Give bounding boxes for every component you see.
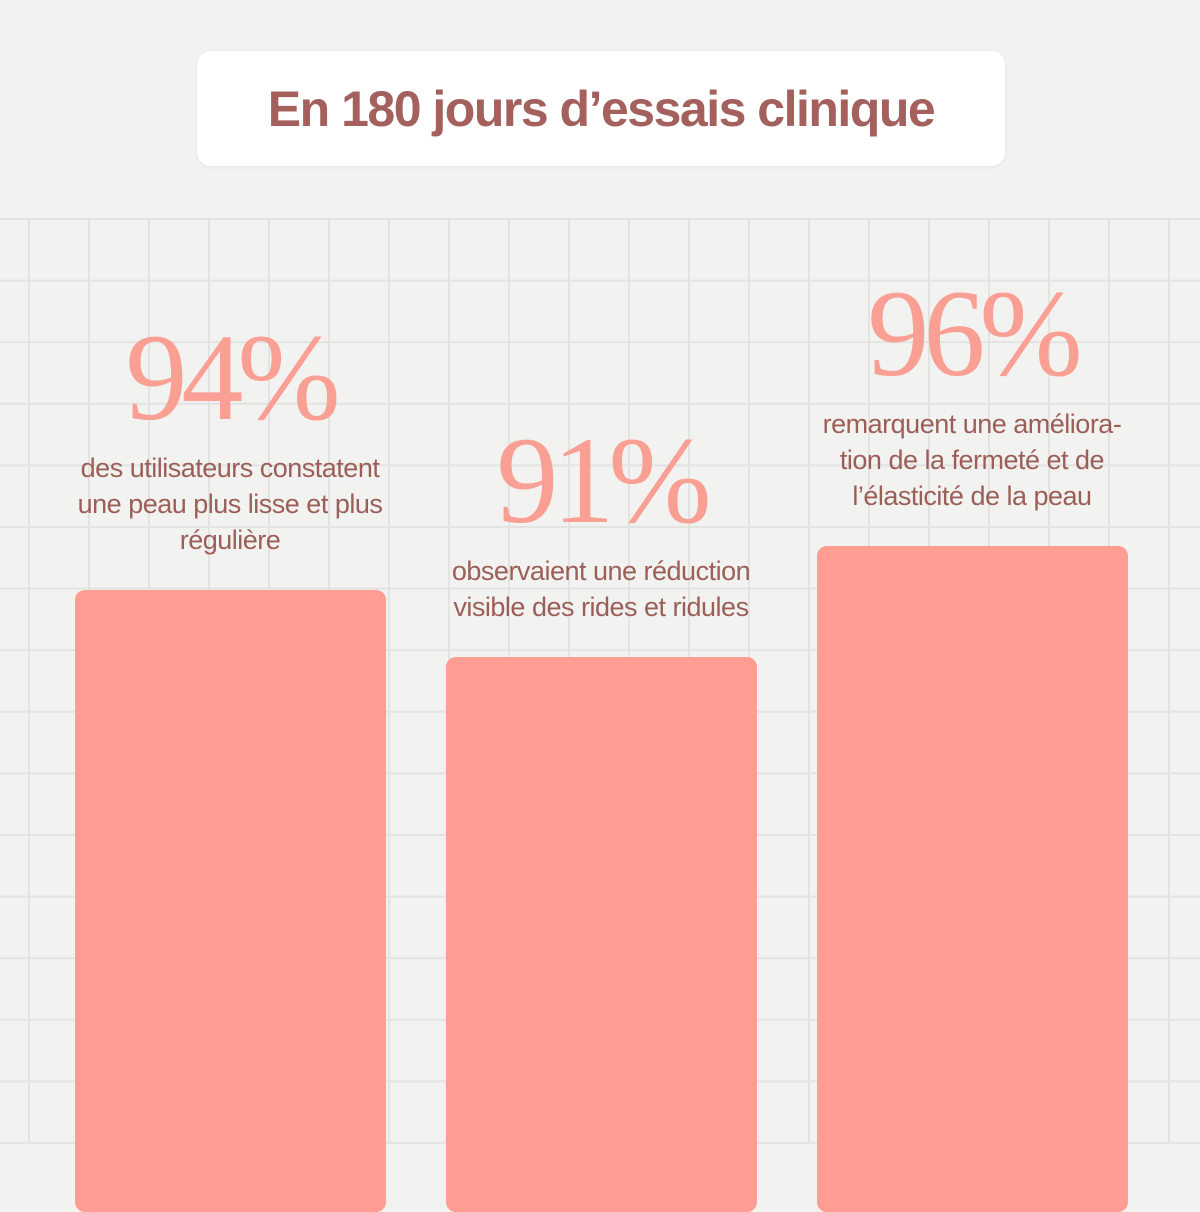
bar-2-description: observaient une réduction visible des ri… [451,556,751,622]
bar-1-value-label: 94% [125,309,340,447]
title-card: En 180 jours d’essais clinique [197,51,1005,166]
bar-1-label-group: 94% des utilisateurs constatent une peau… [40,316,420,558]
bar-3-description: remarquent une améliora- tion de la ferm… [822,409,1122,511]
bar-2 [445,657,757,1212]
bar-1 [74,590,386,1212]
bar-2-label-group: 91% observaient une réduction visible de… [411,419,791,625]
bar-3 [816,546,1128,1212]
bar-2-value-label: 91% [496,412,711,549]
bar-3-label-group: 96% remarquent une améliora- tion de la … [782,272,1162,514]
bar-3-value-label: 96% [867,265,1082,402]
chart-title: En 180 jours d’essais clinique [267,80,936,137]
bar-1-description: des utilisateurs constatent une peau plu… [77,453,383,556]
